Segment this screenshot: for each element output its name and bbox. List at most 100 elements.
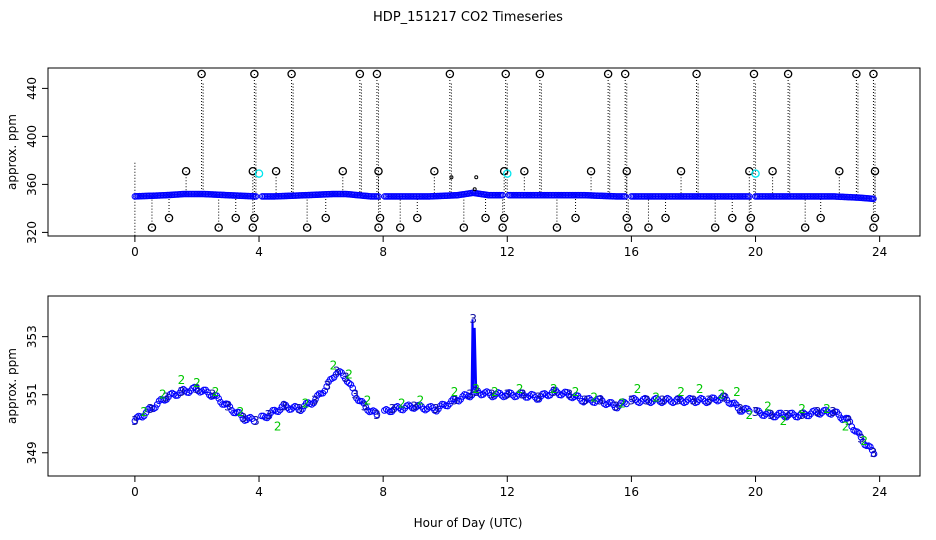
top-low-point (499, 213, 509, 223)
bottom-data-point (297, 407, 304, 415)
bottom-series-2-marker: 2 (677, 385, 685, 399)
bottom-series-3-marker: 3 (829, 405, 837, 419)
bottom-data-point (142, 409, 150, 416)
bottom-data-point (226, 403, 234, 410)
bottom-data-point (844, 414, 852, 422)
top-low-point (395, 223, 405, 232)
top-y-tick-label: 440 (25, 77, 39, 100)
bottom-series-2-marker: 2 (451, 385, 459, 399)
bottom-data-point (848, 423, 856, 430)
bottom-axes: 0 4 8 12 16 20 24 349 351 353 (25, 325, 887, 499)
bottom-data-point (760, 412, 768, 420)
bottom-data-point (811, 407, 818, 414)
bottom-series-2-marker: 2 (634, 382, 642, 396)
bottom-series-2-marker: 2 (159, 388, 167, 402)
top-low-point (624, 223, 633, 232)
bottom-data-point (153, 401, 161, 408)
bottom-series-3-marker: 3 (643, 394, 651, 408)
bottom-data-point (310, 399, 317, 407)
bottom-data-point (435, 405, 442, 413)
bottom-series-3-marker: 3 (311, 394, 319, 408)
bottom-series-3-marker: 3 (209, 388, 217, 402)
bottom-series-3-marker: 3 (674, 394, 682, 408)
bottom-data-point (859, 438, 867, 446)
bottom-series-3-marker: 3 (503, 388, 511, 402)
bottom-data-point (466, 393, 474, 401)
bottom-data-point (678, 398, 686, 405)
bottom-series-3-marker: 3 (469, 312, 477, 326)
bottom-data-point (870, 450, 878, 458)
top-spike-point (749, 69, 759, 79)
top-low-point (248, 223, 258, 232)
bottom-series-2-marker: 2 (302, 396, 310, 410)
bottom-data-point (427, 402, 435, 410)
top-x-tick-label: 0 (131, 245, 139, 259)
top-y-axis-label: approx. ppm (5, 114, 19, 190)
bottom-data-point (684, 396, 692, 403)
top-data-point (375, 193, 382, 200)
bottom-series-3-marker: 3 (550, 385, 558, 399)
bottom-data-point (816, 411, 824, 418)
bottom-series-3-marker: 3 (265, 408, 273, 422)
bottom-data-point (345, 379, 353, 387)
top-low-point (498, 223, 507, 232)
top-mid-point (586, 166, 596, 176)
top-spike-point (287, 69, 296, 79)
bottom-data-point (152, 404, 159, 411)
bottom-series-3-marker: 3 (659, 394, 667, 408)
bottom-data-point (247, 413, 254, 421)
bottom-data-point (805, 412, 813, 420)
bottom-data-point (524, 394, 532, 401)
top-spike-point (250, 69, 259, 79)
bottom-data-point (455, 397, 463, 405)
bottom-series-3-marker: 3 (814, 405, 822, 419)
bottom-series-2-marker: 2 (212, 385, 220, 399)
bottom-series-3-marker: 3 (323, 379, 331, 393)
bottom-data-point (630, 394, 638, 402)
bottom-data-point (522, 394, 530, 401)
bottom-series-2-marker: 2 (652, 391, 660, 405)
bottom-data-point (179, 385, 187, 393)
bottom-data-point (557, 391, 565, 399)
bottom-series-2-marker: 2 (798, 402, 806, 416)
bottom-series-3-marker: 3 (162, 391, 170, 405)
top-mid-point (520, 166, 529, 176)
top-mid-point (181, 166, 191, 176)
top-mid-point (768, 166, 777, 176)
top-low-point (728, 213, 737, 223)
bottom-series-2-marker: 2 (330, 359, 338, 373)
bottom-series-2-marker: 2 (140, 405, 148, 419)
bottom-data-point (394, 403, 401, 410)
top-low-point (746, 213, 756, 223)
top-data-point (621, 193, 629, 200)
bottom-data-point (336, 368, 344, 375)
bottom-series-2-marker: 2 (572, 385, 580, 399)
bottom-series-2-marker: 2 (398, 396, 406, 410)
bottom-data-point (388, 408, 396, 415)
bottom-series-2-marker: 2 (237, 405, 245, 419)
x-axis-label: Hour of Day (UTC) (414, 516, 523, 530)
top-low-point (552, 223, 562, 232)
top-spike-point (355, 69, 365, 79)
bottom-data-point (641, 394, 649, 402)
top-bump-point (449, 175, 454, 180)
bottom-series-2-marker: 2 (491, 385, 499, 399)
bottom-series-2-marker: 2 (364, 394, 372, 408)
top-spike-point (445, 69, 455, 79)
bottom-data-point (308, 401, 316, 408)
bottom-series-2-marker: 2 (746, 408, 754, 422)
bottom-x-tick-label: 12 (500, 485, 515, 499)
bottom-series-3-marker: 3 (472, 385, 480, 399)
bottom-series-3-marker: 3 (296, 402, 304, 416)
bottom-data-point (803, 412, 811, 420)
bottom-y-tick-label: 353 (25, 325, 39, 348)
bottom-series-2-marker: 2 (860, 434, 868, 448)
bottom-series-3-marker: 3 (147, 402, 155, 416)
bottom-data-point (347, 381, 355, 388)
bottom-data-point (263, 414, 271, 422)
bottom-series-3-marker: 3 (178, 385, 186, 399)
bottom-data-point (139, 413, 146, 421)
bottom-series-3-marker: 3 (783, 408, 791, 422)
top-spike-point (692, 69, 701, 79)
